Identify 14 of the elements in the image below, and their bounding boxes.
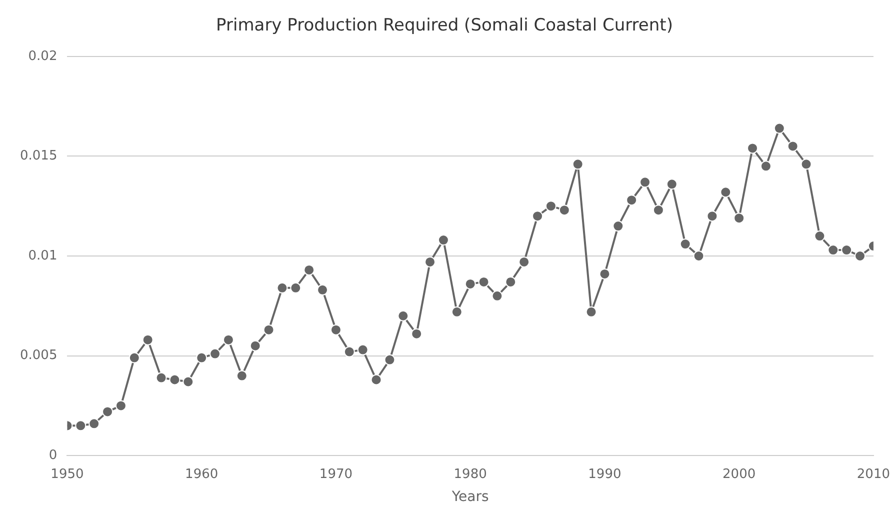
- chart-title: Primary Production Required (Somali Coastal Current): [216, 16, 673, 36]
- x-tick-label: 2010: [856, 466, 890, 482]
- x-tick-label: 1980: [454, 466, 487, 482]
- x-tick-label: 1990: [588, 466, 622, 482]
- x-axis-title: Years: [450, 489, 489, 506]
- y-tick-label: 0.005: [20, 348, 58, 364]
- x-tick-label: 2000: [722, 466, 756, 482]
- y-tick-label: 0: [48, 448, 58, 463]
- x-tick-label: 1970: [319, 466, 353, 482]
- y-tick-label: 0.01: [28, 248, 58, 264]
- y-tick-label: 0.015: [20, 148, 58, 164]
- x-tick-label: 1950: [50, 466, 84, 482]
- x-tick-label: 1960: [185, 466, 218, 482]
- y-tick-label: 0.02: [28, 48, 58, 64]
